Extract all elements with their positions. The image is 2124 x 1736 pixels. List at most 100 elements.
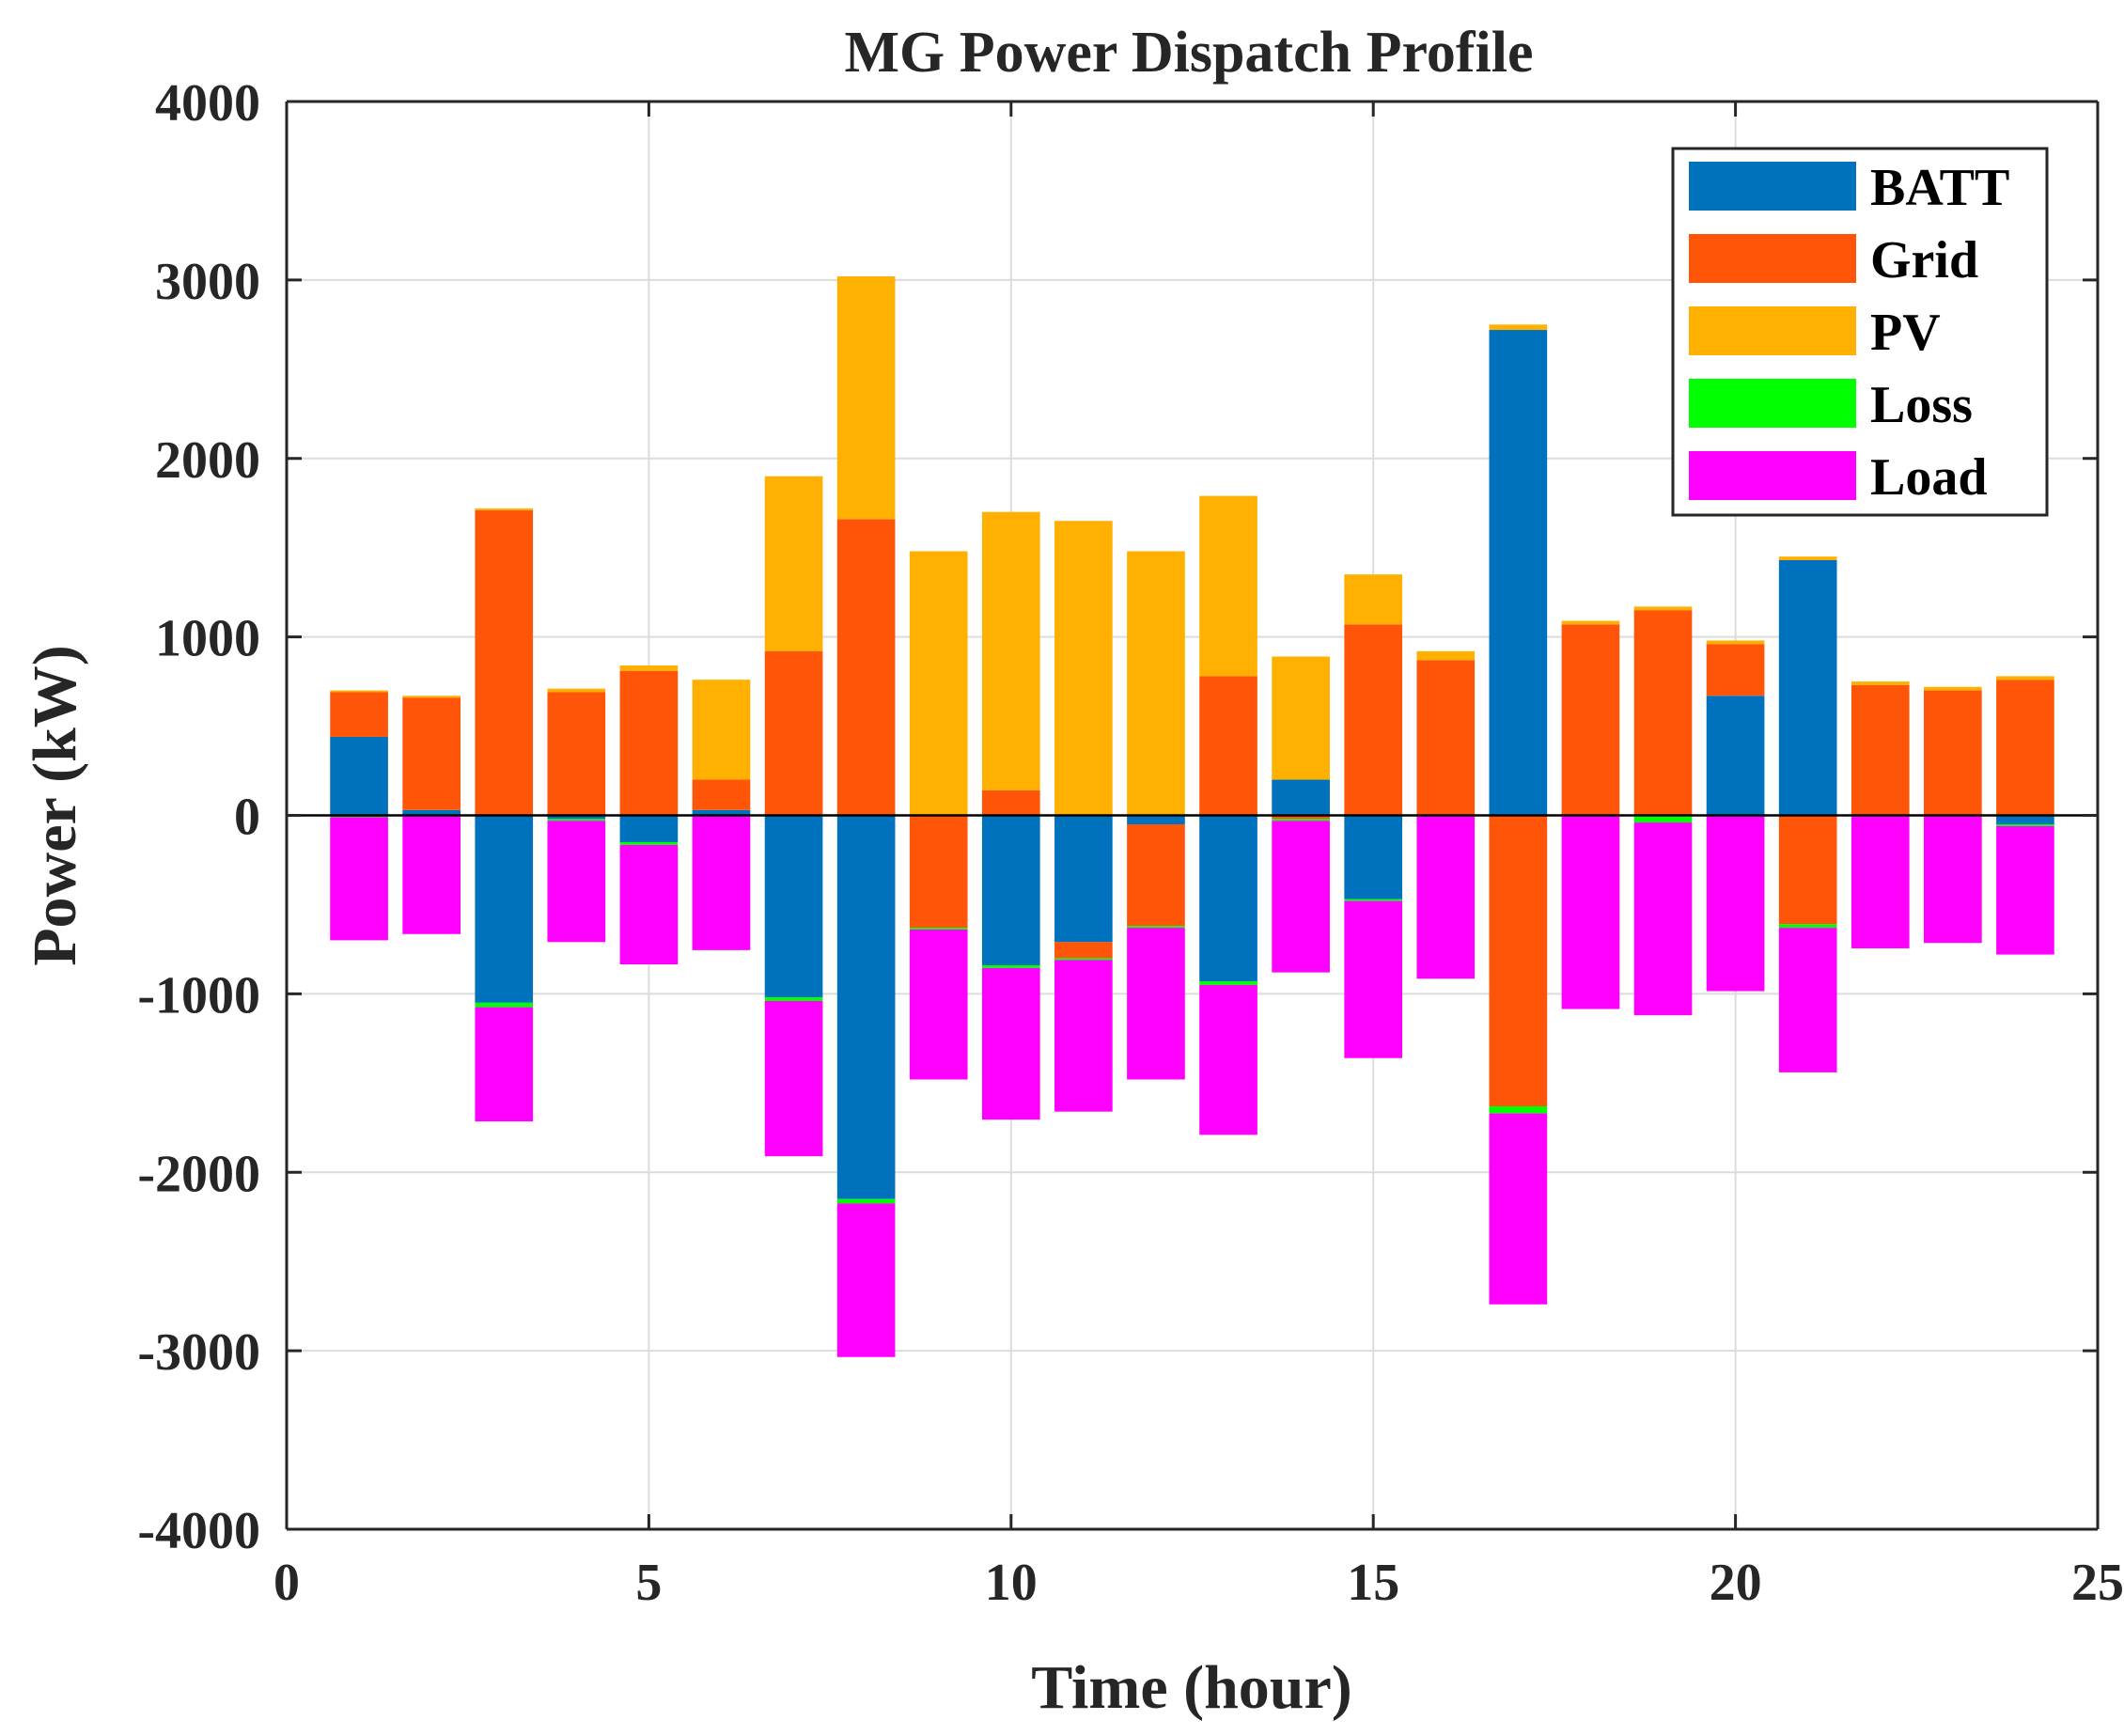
bar-batt: [1344, 815, 1403, 899]
chart-title: MG Power Dispatch Profile: [845, 21, 1534, 85]
bar-pv: [1633, 606, 1693, 611]
bar-loss: [619, 841, 679, 845]
bar-grid: [981, 790, 1040, 816]
bar-pv: [1199, 495, 1257, 677]
bar-pv: [836, 276, 896, 520]
bar-grid: [1633, 610, 1693, 816]
bar-load: [1633, 822, 1693, 1016]
legend-label-pv: PV: [1870, 304, 1941, 362]
bar-batt: [1706, 696, 1765, 816]
bar-load: [1996, 825, 2054, 955]
bar-grid: [836, 519, 896, 816]
bar-pv: [1416, 650, 1476, 661]
bar-loss: [475, 1002, 534, 1008]
y-tick-label: 0: [234, 789, 260, 847]
bar-grid: [692, 779, 751, 810]
bar-pv: [1778, 556, 1837, 560]
axes-layer: [285, 100, 2100, 1531]
bar-batt: [402, 809, 461, 816]
bar-grid: [1996, 680, 2054, 816]
bar-load: [475, 1007, 534, 1122]
x-tick-label: 10: [985, 1554, 1038, 1612]
x-axis-label: Time (hour): [1031, 1653, 1352, 1722]
bar-batt: [1996, 815, 2054, 824]
bar-load: [1272, 821, 1330, 973]
bar-grid: [547, 692, 606, 816]
y-tick-label: -3000: [137, 1323, 260, 1382]
legend-label-loss: Loss: [1870, 376, 1973, 434]
bar-loss: [764, 997, 823, 1001]
bar-load: [909, 930, 968, 1080]
legend-label-grid: Grid: [1870, 231, 1978, 289]
bar-pv: [692, 680, 751, 780]
bar-grid: [1851, 684, 1910, 816]
legend-swatch-loss: [1689, 379, 1856, 428]
bar-grid: [1706, 644, 1765, 696]
bar-batt: [1127, 815, 1185, 824]
bar-pv: [1924, 686, 1982, 691]
bar-pv: [330, 690, 388, 693]
bar-batt: [1199, 815, 1257, 982]
bar-load: [692, 816, 751, 950]
bar-loss: [1199, 981, 1257, 985]
bar-pv: [909, 551, 968, 816]
bar-grid: [1561, 624, 1620, 816]
bar-load: [1851, 816, 1910, 948]
bar-pv: [547, 688, 606, 693]
y-tick-label: -4000: [137, 1502, 260, 1560]
bar-loss: [547, 819, 606, 821]
bar-load: [547, 821, 606, 943]
bar-pv: [1489, 324, 1548, 331]
bar-load: [1706, 816, 1765, 992]
bar-load: [1489, 1113, 1548, 1305]
bar-loss: [1054, 958, 1113, 961]
bar-grid: [1489, 815, 1548, 1106]
x-tick-label: 25: [2071, 1554, 2124, 1612]
y-tick-label: 4000: [155, 74, 260, 133]
bar-load: [1054, 960, 1113, 1112]
bar-loss: [1344, 899, 1403, 901]
legend-swatch-pv: [1689, 306, 1856, 355]
bar-pv: [1127, 551, 1185, 816]
bar-batt: [619, 815, 679, 842]
bar-load: [619, 844, 679, 965]
bar-loss: [1127, 926, 1185, 929]
bar-grid: [764, 650, 823, 816]
bar-pv: [1344, 574, 1403, 625]
bar-loss: [1489, 1105, 1548, 1114]
bar-load: [764, 1000, 823, 1157]
legend: BATT Grid PV Loss Load: [1671, 147, 2049, 517]
bar-load: [1344, 900, 1403, 1058]
bar-loss: [1633, 815, 1693, 823]
y-tick-label: -2000: [137, 1145, 260, 1203]
bar-batt: [547, 815, 606, 820]
bar-grid: [1127, 823, 1185, 927]
bar-load: [981, 967, 1040, 1120]
bar-pv: [1054, 521, 1113, 816]
bar-pv: [619, 665, 679, 671]
bar-batt: [330, 736, 388, 816]
bar-pv: [1272, 656, 1330, 780]
bar-loss: [1778, 924, 1837, 929]
bar-grid: [330, 692, 388, 737]
bar-batt: [836, 815, 896, 1199]
bar-grid: [1344, 624, 1403, 816]
legend-swatch-load: [1689, 451, 1856, 500]
bar-batt: [1489, 330, 1548, 816]
legend-swatch-batt: [1689, 162, 1856, 211]
x-tick-label: 15: [1347, 1554, 1399, 1612]
bar-loss: [1996, 823, 2054, 826]
bar-loss: [981, 964, 1040, 968]
bar-grid: [909, 815, 968, 929]
bar-grid: [1199, 676, 1257, 816]
y-axis-label: Power (kW): [21, 645, 89, 966]
y-tick-label: -1000: [137, 966, 260, 1024]
bar-pv: [1996, 676, 2054, 680]
bar-pv: [764, 476, 823, 651]
bar-grid: [402, 697, 461, 810]
bar-batt: [764, 815, 823, 998]
bar-pv: [1851, 681, 1910, 685]
x-tick-label: 0: [273, 1554, 300, 1612]
bar-load: [1127, 928, 1185, 1080]
